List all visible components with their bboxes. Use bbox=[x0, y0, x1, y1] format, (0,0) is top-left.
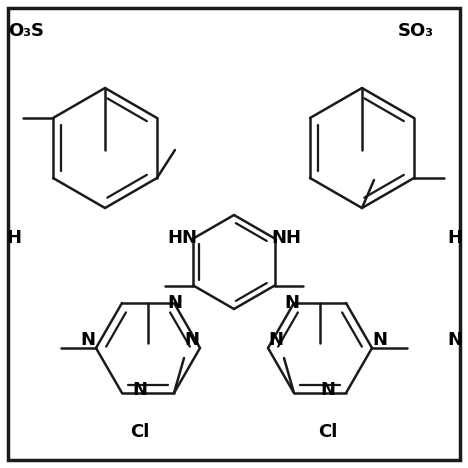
Text: NH: NH bbox=[271, 229, 301, 247]
Text: N: N bbox=[373, 331, 388, 349]
Text: N: N bbox=[447, 331, 462, 349]
Text: N: N bbox=[184, 331, 199, 349]
Text: Cl: Cl bbox=[130, 423, 150, 441]
Text: N: N bbox=[321, 381, 336, 399]
Text: O₃S: O₃S bbox=[8, 22, 44, 40]
Text: N: N bbox=[269, 331, 284, 349]
Text: H: H bbox=[447, 229, 462, 247]
Text: H: H bbox=[6, 229, 21, 247]
Text: Cl: Cl bbox=[318, 423, 338, 441]
Text: N: N bbox=[285, 294, 300, 312]
Text: HN: HN bbox=[167, 229, 197, 247]
Text: SO₃: SO₃ bbox=[398, 22, 434, 40]
Text: N: N bbox=[168, 294, 183, 312]
Text: N: N bbox=[80, 331, 95, 349]
Text: N: N bbox=[132, 381, 147, 399]
